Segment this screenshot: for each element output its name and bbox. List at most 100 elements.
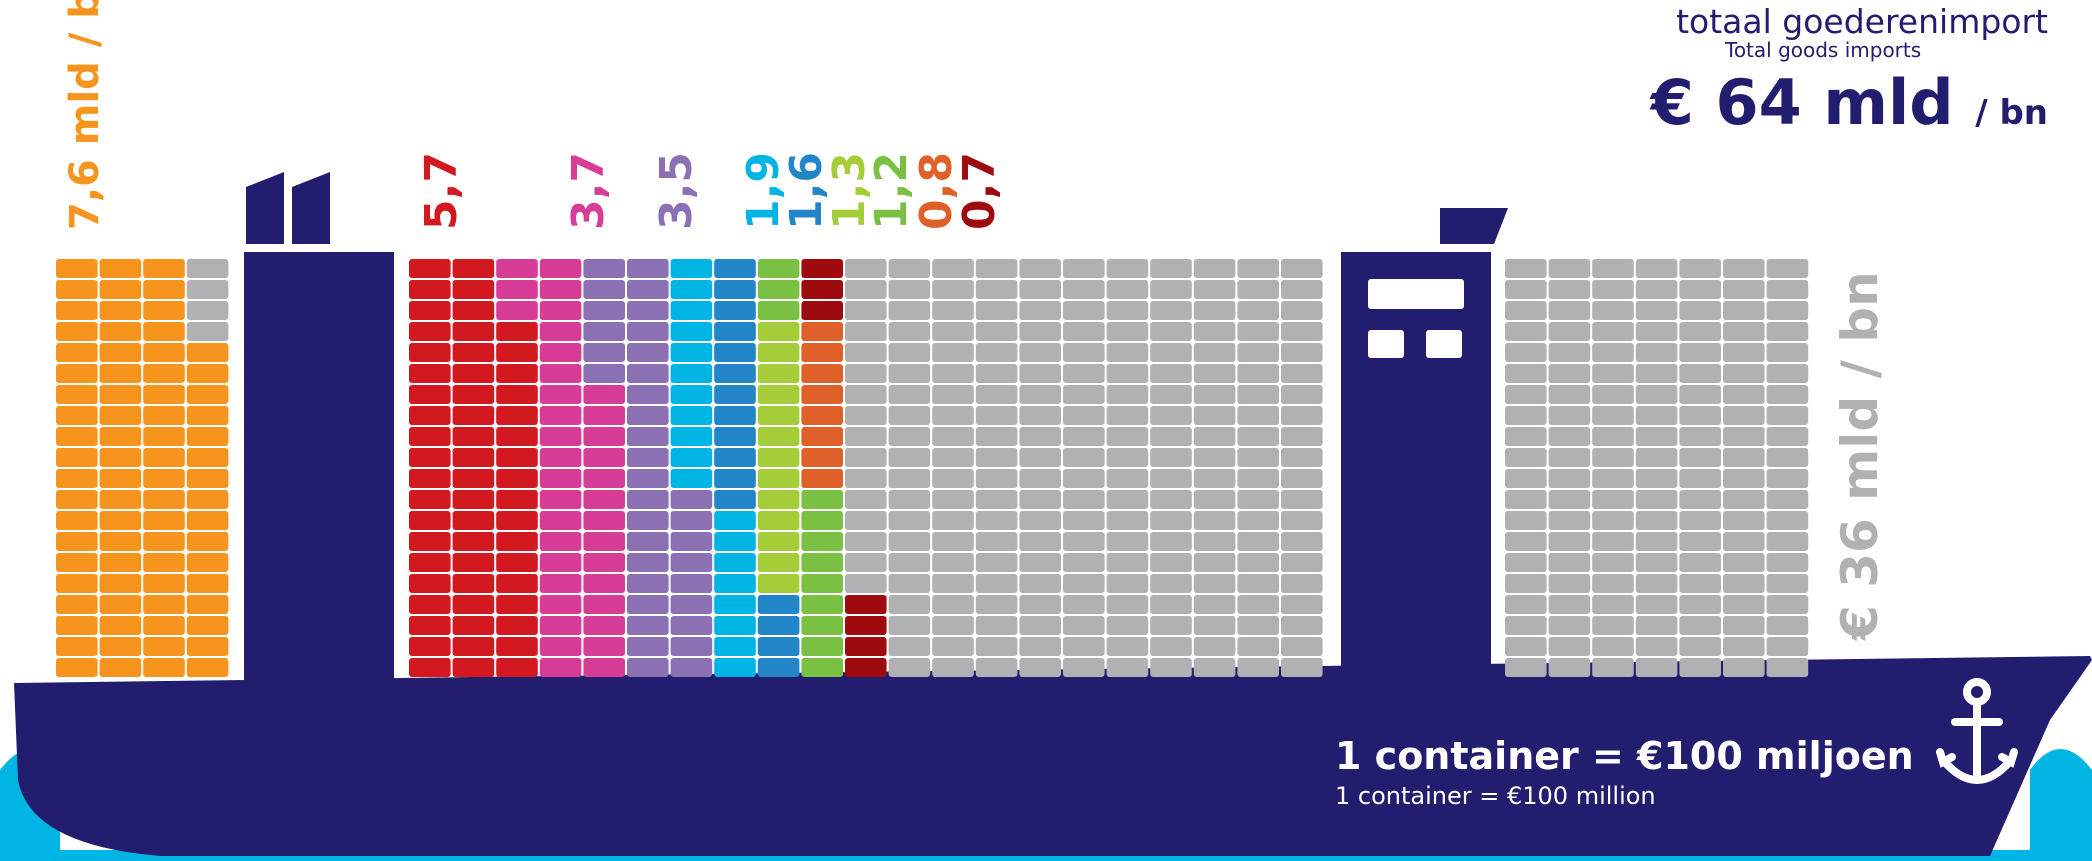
container	[888, 469, 931, 488]
container	[1281, 553, 1323, 572]
container	[1150, 658, 1192, 677]
value-label: 1,2	[866, 152, 917, 230]
container	[714, 595, 756, 614]
container	[757, 511, 800, 530]
container	[1679, 532, 1721, 551]
container	[1237, 280, 1279, 299]
container	[539, 427, 582, 446]
container	[845, 343, 887, 362]
container	[1548, 322, 1591, 341]
container	[714, 490, 756, 509]
container	[1106, 322, 1149, 341]
container	[1019, 616, 1061, 635]
container	[845, 616, 887, 635]
container	[186, 364, 229, 383]
container	[1063, 658, 1105, 677]
container	[1150, 385, 1192, 404]
container	[1281, 322, 1323, 341]
container	[757, 385, 800, 404]
container	[888, 385, 931, 404]
container	[670, 343, 713, 362]
container	[583, 406, 625, 425]
container	[99, 595, 142, 614]
container	[1635, 532, 1678, 551]
container	[1193, 259, 1236, 278]
container	[1193, 490, 1236, 509]
container	[1193, 595, 1236, 614]
value-label: 1,3	[824, 152, 875, 230]
container	[1019, 385, 1061, 404]
container	[99, 448, 142, 467]
container	[56, 637, 98, 656]
container	[496, 448, 538, 467]
container	[409, 385, 451, 404]
container	[1237, 553, 1279, 572]
container	[1281, 343, 1323, 362]
value-label: 3,7	[563, 152, 614, 230]
container	[1193, 469, 1236, 488]
value-labels: 7,6 mld / bn 5,7 3,7 3,5 1,91,61,31,20,80,7 €…	[62, 0, 1889, 641]
container	[1193, 427, 1236, 446]
container	[1679, 658, 1721, 677]
container	[932, 259, 974, 278]
container	[1766, 301, 1809, 320]
container	[1063, 511, 1105, 530]
container	[539, 385, 582, 404]
container	[186, 595, 229, 614]
container	[1548, 490, 1591, 509]
container	[888, 616, 931, 635]
container	[1679, 448, 1721, 467]
container	[186, 301, 229, 320]
container	[583, 301, 625, 320]
container	[143, 385, 185, 404]
container	[1548, 280, 1591, 299]
container	[1766, 406, 1809, 425]
bridge-window	[1426, 330, 1462, 358]
container	[932, 364, 974, 383]
container	[845, 574, 887, 593]
container	[1635, 448, 1678, 467]
container	[845, 301, 887, 320]
container	[99, 469, 142, 488]
container	[975, 343, 1018, 362]
container	[1723, 532, 1765, 551]
container	[1505, 595, 1547, 614]
container	[186, 259, 229, 278]
container	[1505, 658, 1547, 677]
container	[1237, 364, 1279, 383]
container	[539, 469, 582, 488]
container	[1150, 448, 1192, 467]
container	[627, 259, 669, 278]
container	[1019, 637, 1061, 656]
container	[409, 595, 451, 614]
container	[888, 595, 931, 614]
container	[845, 322, 887, 341]
container	[186, 574, 229, 593]
container	[452, 259, 495, 278]
container	[1019, 364, 1061, 383]
container	[757, 658, 800, 677]
container	[409, 574, 451, 593]
container	[1766, 532, 1809, 551]
container	[757, 343, 800, 362]
container	[757, 574, 800, 593]
container	[1505, 574, 1547, 593]
container	[975, 532, 1018, 551]
container	[714, 574, 756, 593]
value-label: 0,8	[911, 152, 962, 230]
container	[452, 364, 495, 383]
container	[99, 658, 142, 677]
container	[757, 616, 800, 635]
container	[1635, 469, 1678, 488]
container	[845, 469, 887, 488]
container	[186, 427, 229, 446]
container	[801, 469, 843, 488]
container	[1723, 280, 1765, 299]
container	[1237, 343, 1279, 362]
container	[1063, 343, 1105, 362]
container	[714, 259, 756, 278]
container	[888, 427, 931, 446]
container	[1237, 637, 1279, 656]
container	[1106, 259, 1149, 278]
container	[1635, 301, 1678, 320]
